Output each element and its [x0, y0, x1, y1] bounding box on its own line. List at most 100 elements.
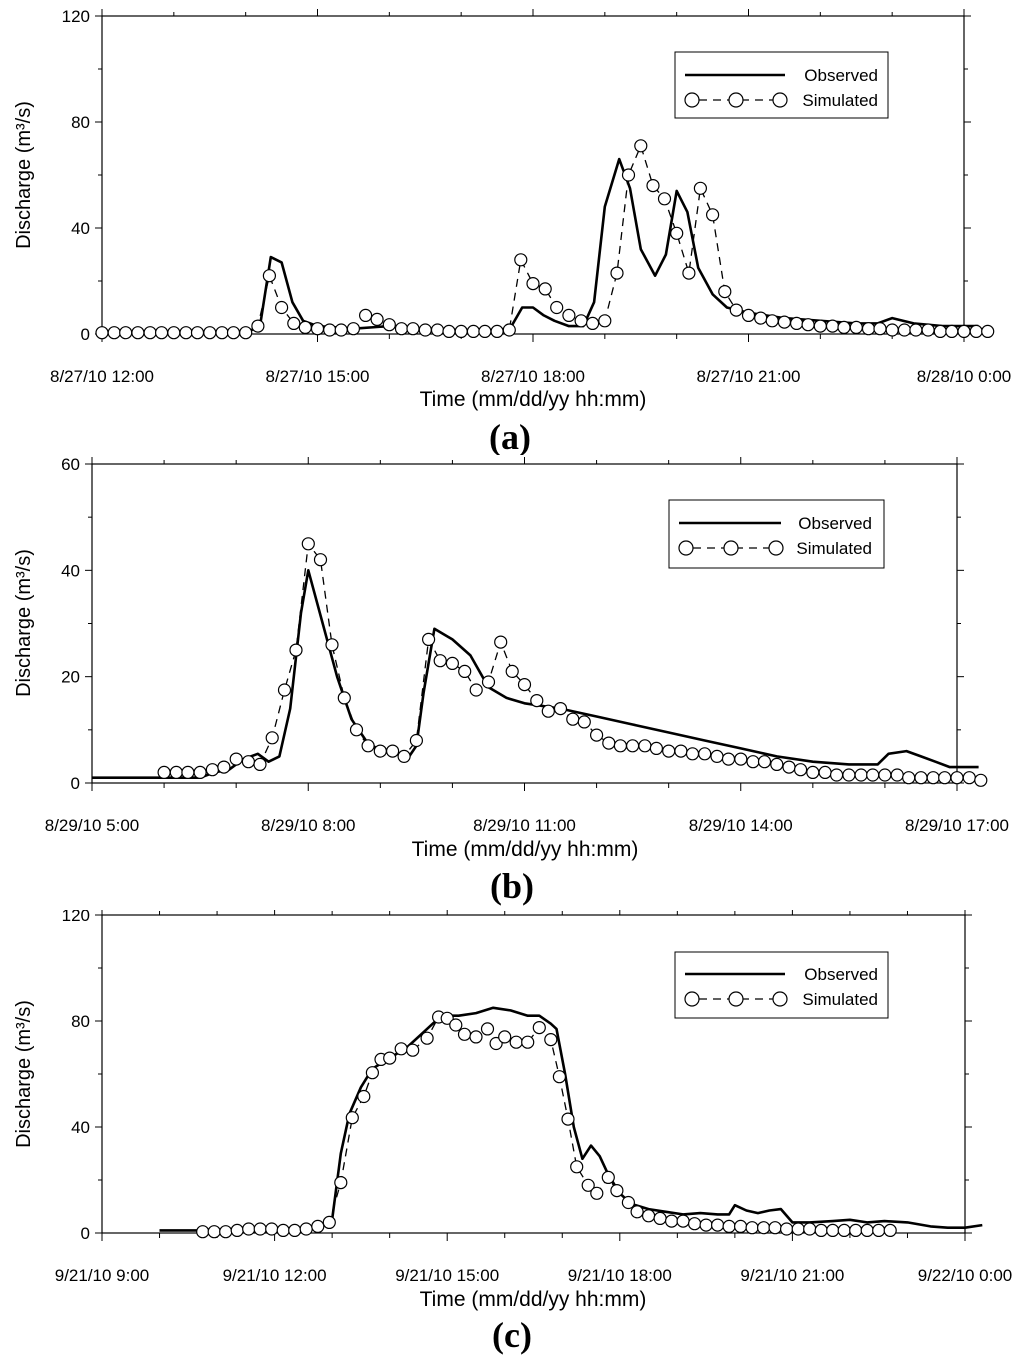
simulated-point [157, 765, 171, 779]
simulated-point [745, 1221, 759, 1235]
simulated-point [866, 768, 880, 782]
legend-box [674, 951, 889, 1019]
simulated-point [406, 322, 420, 336]
simulated-point [662, 744, 676, 758]
simulated-point [253, 757, 267, 771]
simulated-point [854, 768, 868, 782]
simulated-point [722, 1219, 736, 1233]
simulated-point [167, 326, 181, 340]
simulated-point [409, 733, 423, 748]
simulated-point [670, 226, 684, 240]
simulated-point [687, 1217, 702, 1231]
simulated-point [469, 683, 483, 697]
simulated-point [878, 768, 892, 782]
panel-label: (a) [489, 417, 531, 455]
simulated-point [710, 1218, 725, 1232]
simulated-point [433, 654, 447, 668]
simulated-point [873, 322, 887, 336]
simulated-point [613, 739, 628, 753]
simulated-point [190, 326, 205, 340]
simulated-point [598, 314, 612, 328]
simulated-point [765, 314, 779, 328]
legend: Observed Simulated [674, 51, 889, 119]
simulated-point [945, 324, 959, 338]
legend-box [668, 499, 885, 569]
legend-simulated-marker [678, 540, 694, 556]
simulated-point [277, 683, 292, 697]
simulated-point [685, 747, 700, 761]
simulated-point [239, 326, 253, 340]
simulated-point [466, 324, 480, 338]
simulated-point [837, 320, 851, 334]
x-tick-label: 8/29/10 5:00 [45, 816, 140, 835]
legend-observed-label: Observed [804, 66, 878, 85]
x-tick-label: 8/29/10 17:00 [905, 816, 1009, 835]
simulated-point [570, 1160, 584, 1174]
simulated-point [664, 1214, 679, 1228]
chart-panel-c: 0 40 80 120 9/21/10 9:00 9/21/10 12:00 9/21/10… [13, 910, 1012, 1355]
simulated-point [969, 324, 983, 338]
simulated-point [589, 728, 604, 742]
x-axis-label: Time (mm/dd/yy hh:mm) [420, 388, 647, 411]
simulated-point [842, 768, 856, 782]
simulated-point [265, 731, 279, 745]
simulated-point [581, 1178, 595, 1192]
simulated-point [345, 1111, 359, 1125]
simulated-point [337, 691, 351, 705]
simulated-point [885, 323, 899, 337]
x-tick-label: 8/29/10 14:00 [689, 816, 793, 835]
simulated-point [630, 1205, 644, 1219]
x-tick-label: 8/29/10 8:00 [261, 816, 356, 835]
simulated-series-line [164, 542, 981, 781]
simulated-point [625, 739, 640, 753]
simulated-point [872, 1223, 886, 1237]
simulated-point [585, 316, 600, 330]
simulated-point [299, 1222, 313, 1236]
simulated-point [793, 763, 808, 777]
y-tick-label: 0 [81, 325, 90, 344]
simulated-point [357, 1089, 371, 1104]
simulated-point [386, 744, 400, 758]
chart-panel-a: 0 40 80 120 8/27/10 12:00 8/27/10 15:00 8/27/1… [13, 7, 1011, 455]
simulated-point [469, 1030, 483, 1044]
simulated-point [699, 1218, 713, 1232]
legend: Observed Simulated [674, 951, 889, 1019]
simulated-point [890, 768, 904, 782]
y-tick-label: 0 [81, 1224, 90, 1243]
simulated-point [814, 1223, 828, 1237]
simulated-point [310, 322, 325, 336]
simulated-point [298, 320, 312, 334]
simulated-point [229, 752, 243, 766]
simulated-point [909, 323, 923, 337]
legend-simulated-label: Simulated [796, 539, 872, 558]
y-tick-label: 0 [71, 774, 80, 793]
simulated-point [729, 303, 743, 317]
y-tick-label: 120 [62, 7, 90, 26]
y-axis-label: Discharge (m³/s) [13, 549, 35, 697]
simulated-point [806, 765, 820, 779]
legend: Observed Simulated [668, 499, 885, 569]
simulated-point [541, 704, 555, 718]
simulated-point [119, 326, 133, 340]
simulated-point [818, 765, 832, 779]
simulated-point [334, 323, 348, 337]
simulated-point [323, 323, 337, 337]
x-tick-label: 8/27/10 12:00 [50, 367, 154, 386]
panel-label: (c) [492, 1315, 532, 1355]
simulated-point [325, 638, 339, 652]
simulated-point [397, 749, 411, 763]
simulated-point [938, 771, 952, 785]
simulated-point [698, 747, 712, 761]
simulated-point [653, 1211, 667, 1225]
x-tick-label: 8/27/10 21:00 [697, 367, 801, 386]
simulated-point [746, 755, 760, 769]
simulated-point [420, 1031, 434, 1045]
simulated-point [498, 1030, 512, 1044]
simulated-point [610, 1184, 624, 1198]
simulated-point [489, 1036, 503, 1051]
simulated-point [682, 266, 696, 280]
simulated-point [262, 269, 276, 283]
simulated-point [155, 326, 169, 340]
y-tick-label: 120 [62, 910, 90, 925]
simulated-point [710, 749, 724, 763]
